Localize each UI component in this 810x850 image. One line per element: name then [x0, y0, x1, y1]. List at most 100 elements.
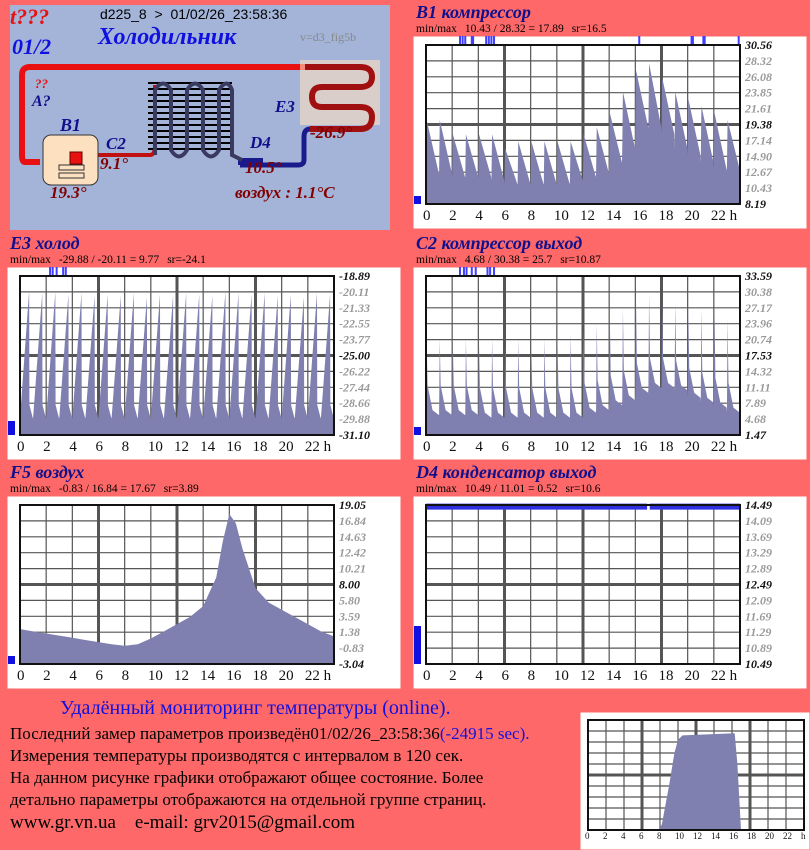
y-tick-label: 13.29 — [745, 546, 772, 560]
y-tick-label: 28.32 — [744, 54, 772, 68]
series-area — [20, 513, 334, 664]
x-tick-label: 8 — [122, 439, 129, 455]
y-tick-label: -22.55 — [339, 317, 370, 331]
x-tick-label: 20 — [685, 208, 700, 224]
y-tick-label: 26.08 — [744, 70, 772, 84]
x-tick-label: 8 — [122, 668, 129, 684]
event-marker — [465, 267, 468, 275]
y-tick-label: 12.09 — [745, 593, 772, 607]
x-tick-label: 16 — [226, 439, 242, 455]
y-tick-label: -26.22 — [339, 364, 370, 378]
event-marker — [55, 267, 58, 275]
x-tick-label: 16 — [226, 668, 242, 684]
current-level-marker — [414, 626, 421, 664]
x-tick-label: 0 — [17, 668, 25, 684]
x-tick-label: 0 — [17, 439, 25, 455]
current-level-marker — [414, 427, 421, 435]
sensor-c2-label: C2 — [106, 134, 126, 153]
event-marker — [62, 267, 65, 275]
current-level-marker — [8, 656, 15, 664]
x-tick-label: 20 — [685, 439, 700, 455]
x-tick-label: 12 — [174, 439, 189, 455]
y-tick-label: 12.67 — [745, 165, 773, 179]
y-tick-label: 14.90 — [745, 149, 772, 163]
event-marker — [493, 36, 496, 44]
y-tick-label: 4.68 — [744, 412, 766, 426]
x-tick-label: 2 — [449, 668, 457, 684]
x-tick-label: 18 — [659, 439, 674, 455]
x-tick-label: 20 — [685, 668, 700, 684]
sensor-d4-label: D4 — [250, 133, 271, 152]
y-tick-label: -31.10 — [339, 428, 370, 442]
y-tick-label: 33.59 — [744, 269, 772, 283]
event-marker — [459, 36, 462, 44]
series-area — [426, 293, 740, 435]
x-tick-label: 0 — [423, 439, 431, 455]
y-tick-label: 14.63 — [339, 530, 366, 544]
email-link[interactable]: e-mail: grv2015@gmail.com — [134, 812, 356, 833]
current-level-marker — [8, 421, 15, 435]
x-tick-label: 16 — [632, 668, 648, 684]
x-tick-label: 0 — [585, 831, 590, 841]
minmax-value: 10.43 / 28.32 = 17.89 — [464, 23, 564, 35]
plot-border — [19, 275, 335, 436]
chart-minmax: min/max 4.68 / 30.38 = 25.7 sr=10.87 — [416, 254, 609, 266]
site-link[interactable]: www.gr.vn.ua — [10, 812, 116, 833]
chart-mini: 0 2 4 6 8 10 12 14 16 18 20 22 h — [580, 712, 810, 850]
x-tick-label: 20 — [765, 831, 775, 841]
chart-minmax: min/max -29.88 / -20.11 = 9.77 sr=-24.1 — [10, 254, 214, 266]
sr-value: sr=3.89 — [163, 483, 199, 495]
y-tick-label: 8.19 — [745, 197, 766, 211]
y-tick-label: -25.00 — [339, 349, 370, 363]
y-tick-label: 16.84 — [339, 514, 366, 528]
y-tick-label: 5.80 — [339, 593, 360, 607]
y-tick-label: 3.59 — [338, 609, 360, 623]
refrigeration-circuit — [19, 60, 380, 186]
x-tick-label: 10 — [554, 208, 569, 224]
x-tick-label: 22 h — [305, 668, 332, 684]
plot-border — [425, 504, 741, 665]
x-tick-label: 6 — [502, 439, 510, 455]
minmax-label: min/max — [416, 254, 457, 266]
y-tick-label: -29.88 — [339, 412, 370, 426]
y-tick-label: 10.21 — [339, 562, 366, 576]
y-tick-label: 23.85 — [744, 86, 772, 100]
event-marker — [487, 36, 490, 44]
x-tick-label: 2 — [43, 668, 51, 684]
x-tick-label: 4 — [69, 439, 77, 455]
event-marker — [737, 36, 740, 44]
chart-b1-compressor: B1 компрессор min/max 10.43 / 28.32 = 17.8… — [410, 0, 810, 230]
x-tick-label: 4 — [475, 668, 483, 684]
minmax-label: min/max — [416, 483, 457, 495]
chart-svg: 19.05 16.84 14.63 12.42 10.21 8.005.80 3.59 1.3… — [7, 496, 401, 689]
y-tick-label: 12.89 — [745, 562, 772, 576]
measurement-delta: (-24915 sec). — [439, 724, 530, 743]
plot-border — [19, 504, 335, 665]
chart-e3-cold: E3 холод min/max -29.88 / -20.11 = 9.77 sr=… — [4, 231, 404, 461]
y-tick-label: 27.17 — [744, 301, 773, 315]
x-tick-label: 16 — [632, 439, 648, 455]
y-tick-label: 11.29 — [745, 625, 771, 639]
x-tick-label: 6 — [96, 439, 104, 455]
last-measurement: Последний замер параметров произведён01/… — [10, 724, 530, 743]
x-tick-label: 20 — [279, 668, 294, 684]
y-tick-label: -21.33 — [339, 301, 370, 315]
x-tick-label: 6 — [502, 668, 510, 684]
x-tick-label: h — [801, 831, 806, 841]
description-line-1: На данном рисунке графики отображают общ… — [10, 768, 484, 787]
x-tick-label: 22 h — [305, 439, 332, 455]
x-tick-label: 0 — [423, 668, 431, 684]
page-indicator[interactable]: 01/2 — [12, 34, 52, 59]
x-tick-label: 14 — [606, 208, 622, 224]
event-marker — [690, 36, 693, 44]
x-tick-label: 2 — [449, 439, 457, 455]
y-tick-label: 10.43 — [745, 181, 772, 195]
y-tick-label: 10.89 — [745, 641, 772, 655]
y-tick-label: 12.49 — [745, 578, 772, 592]
event-marker — [470, 267, 473, 275]
minmax-value: -29.88 / -20.11 = 9.77 — [58, 254, 160, 266]
x-tick-label: 4 — [475, 208, 483, 224]
air-temperature: воздух : 1.1°C — [235, 183, 335, 202]
event-marker — [702, 36, 705, 44]
chart-title: E3 холод — [10, 233, 80, 253]
